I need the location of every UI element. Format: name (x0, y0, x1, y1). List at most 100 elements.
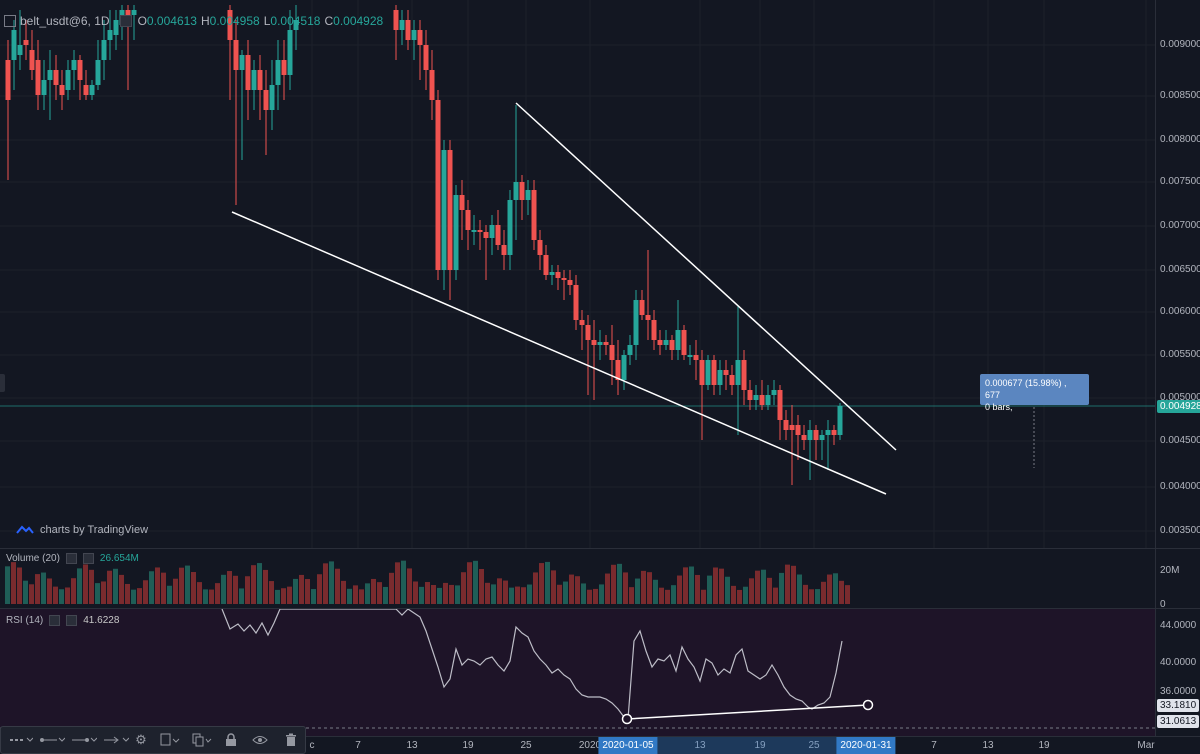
settings-gear-icon[interactable]: ⚙ (135, 732, 147, 747)
volume-bar (347, 588, 352, 604)
volume-bar (95, 583, 100, 604)
candle-up (65, 70, 71, 90)
line-start-icon[interactable] (37, 727, 67, 753)
candle-down (657, 340, 663, 345)
candle-up (825, 430, 831, 435)
candle-down (609, 345, 615, 360)
price-axis-label: 0.005000 (1160, 392, 1200, 403)
left-scroll-handle[interactable] (0, 374, 5, 392)
candle-up (441, 150, 447, 270)
drawing-toolbar: ⚙ (0, 726, 306, 754)
volume-bar (17, 567, 22, 604)
low-value: 0.004518 (270, 14, 321, 28)
price-axis[interactable]: 0.009000 0.008500 0.008000 0.007500 0.007000… (1155, 0, 1200, 548)
volume-axis-label-20m: 20M (1160, 565, 1180, 576)
volume-settings-icon[interactable] (65, 553, 77, 564)
tradingview-watermark[interactable]: charts by TradingView (16, 524, 148, 536)
candle-up (269, 85, 275, 110)
eye-icon[interactable] (251, 727, 269, 753)
candle-down (699, 360, 705, 385)
lock-icon[interactable] (223, 727, 239, 753)
symbol-label[interactable]: belt_usdt@6, 1D (20, 14, 110, 28)
volume-bar (461, 572, 466, 604)
open-value: 0.004613 (146, 14, 197, 28)
candle-down (789, 425, 795, 430)
candle-up (47, 70, 53, 80)
volume-bar (521, 587, 526, 604)
volume-pane[interactable]: Volume (20) 26.654M (0, 548, 1155, 608)
price-axis-label: 0.007500 (1160, 176, 1200, 187)
volume-bar (425, 582, 430, 604)
arrow-end-icon[interactable] (101, 727, 131, 753)
candle-down (723, 370, 729, 375)
rsi-title[interactable]: RSI (14) (6, 615, 44, 626)
candle-up (597, 342, 603, 345)
volume-bar (35, 574, 40, 604)
volume-bar (455, 585, 460, 604)
clone-icon[interactable] (191, 727, 213, 753)
legend-visibility-icon[interactable] (119, 15, 132, 27)
candle-up (489, 225, 495, 238)
candle-up (411, 30, 417, 40)
volume-bar (719, 568, 724, 604)
candle-down (669, 340, 675, 350)
volume-bar (839, 580, 844, 604)
price-axis-label: 0.004000 (1160, 481, 1200, 492)
time-axis-label: 25 (808, 740, 820, 751)
rsi-settings-icon[interactable] (49, 615, 61, 626)
volume-bar (641, 570, 646, 604)
volume-bar (647, 572, 652, 604)
candle-up (17, 45, 23, 55)
volume-bar (653, 579, 658, 604)
volume-close-icon[interactable] (82, 553, 94, 564)
volume-bar (491, 584, 496, 604)
volume-bar (371, 578, 376, 604)
time-axis-label: 19 (1038, 740, 1050, 751)
open-prefix: O (137, 14, 147, 28)
volume-title[interactable]: Volume (20) (6, 553, 60, 564)
rsi-chart-canvas[interactable] (0, 609, 1155, 736)
candle-down (693, 355, 699, 360)
candle-down (5, 60, 11, 100)
line-end-icon[interactable] (69, 727, 99, 753)
volume-bar (317, 574, 322, 604)
price-pane[interactable]: belt_usdt@6, 1D O0.004613 H0.004958 L0.0… (0, 0, 1155, 548)
candle-down (501, 245, 507, 255)
rsi-pane[interactable]: RSI (14) 41.6228 (0, 608, 1155, 736)
volume-bar (59, 589, 64, 604)
volume-bar (65, 587, 70, 604)
volume-bar (41, 572, 46, 604)
volume-bar (581, 583, 586, 604)
legend-toggle-icon[interactable] (4, 15, 16, 27)
candle-down (281, 60, 287, 75)
volume-bar (485, 582, 490, 604)
trash-icon[interactable] (283, 727, 299, 753)
candle-up (663, 340, 669, 345)
rsi-close-icon[interactable] (66, 615, 78, 626)
volume-bar (275, 589, 280, 604)
candle-down (567, 280, 573, 285)
volume-chart-canvas[interactable] (0, 549, 1155, 608)
volume-bar (569, 574, 574, 604)
volume-axis[interactable]: 20M 0 (1155, 548, 1200, 610)
volume-bar (605, 573, 610, 604)
object-tree-icon[interactable] (159, 727, 181, 753)
volume-bar (353, 585, 358, 604)
candle-up (293, 20, 299, 30)
line-style-icon[interactable] (7, 727, 35, 753)
volume-bar (467, 562, 472, 604)
rsi-value-tag: 33.1810 (1157, 699, 1200, 712)
volume-bar (557, 584, 562, 604)
rsi-axis[interactable]: 44.0000 40.0000 36.0000 33.1810 31.0613 (1155, 608, 1200, 736)
rsi-low-tag: 31.0613 (1157, 715, 1200, 728)
volume-bar (101, 581, 106, 604)
candle-up (131, 10, 137, 15)
volume-bar (551, 570, 556, 604)
volume-bar (167, 585, 172, 604)
price-chart-canvas[interactable] (0, 0, 1155, 548)
volume-bar (305, 579, 310, 604)
candle-down (83, 85, 89, 95)
price-axis-label: 0.008500 (1160, 90, 1200, 101)
resistance-trendline (515, 102, 897, 451)
candle-up (807, 430, 813, 440)
